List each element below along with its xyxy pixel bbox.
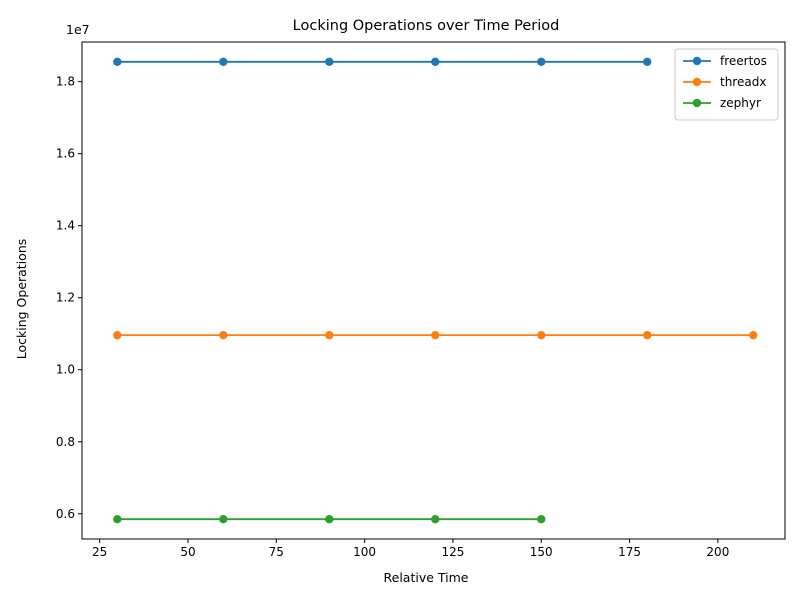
legend-swatch-marker [692,56,702,66]
legend-item-zephyr: zephyr [683,96,761,110]
legend-label: freertos [720,54,767,68]
x-tick-label: 75 [269,545,284,559]
data-point-freertos [537,57,546,67]
x-tick-label: 200 [706,545,729,559]
chart-title: Locking Operations over Time Period [293,18,560,34]
series-layer [113,57,758,524]
data-point-zephyr [325,514,334,524]
data-point-threadx [643,330,652,340]
y-tick-label: 1.4 [56,219,75,233]
x-tick-label: 100 [353,545,376,559]
y-tick-label: 1.8 [56,75,75,89]
data-point-zephyr [219,514,228,524]
series-freertos [113,57,652,67]
y-tick-label: 0.6 [56,507,75,521]
y-axis-ticks: 0.6 0.8 1.0 1.2 1.4 1.6 1.8 [56,75,82,521]
x-axis-label: Relative Time [384,570,469,585]
legend-item-threadx: threadx [683,75,766,89]
data-point-freertos [643,57,652,67]
x-tick-label: 175 [618,545,641,559]
x-tick-label: 150 [530,545,553,559]
x-axis-ticks: 25 50 75 100 125 150 175 200 [92,539,729,559]
data-point-zephyr [113,514,122,524]
data-point-threadx [219,330,228,340]
legend-swatch-marker [692,98,702,108]
series-zephyr [113,514,546,524]
x-tick-label: 125 [441,545,464,559]
data-point-freertos [431,57,440,67]
y-axis-label: Locking Operations [14,239,29,360]
y-tick-label: 1.2 [56,291,75,305]
y-axis-offset-label: 1e7 [66,22,90,37]
legend: freertos threadx zephyr [674,48,779,121]
data-point-zephyr [431,514,440,524]
series-threadx [113,330,758,340]
data-point-threadx [431,330,440,340]
data-point-threadx [325,330,334,340]
data-point-threadx [537,330,546,340]
data-point-freertos [113,57,122,67]
legend-label: zephyr [720,96,761,110]
x-tick-label: 50 [180,545,195,559]
data-point-threadx [749,330,758,340]
legend-swatch-marker [692,77,702,87]
plot-area-frame [81,41,786,540]
data-point-freertos [325,57,334,67]
x-tick-label: 25 [92,545,107,559]
data-point-threadx [113,330,122,340]
legend-item-freertos: freertos [683,54,767,68]
legend-label: threadx [720,75,766,89]
y-tick-label: 1.0 [56,363,75,377]
y-tick-label: 1.6 [56,147,75,161]
data-point-zephyr [537,514,546,524]
y-tick-label: 0.8 [56,435,75,449]
data-point-freertos [219,57,228,67]
